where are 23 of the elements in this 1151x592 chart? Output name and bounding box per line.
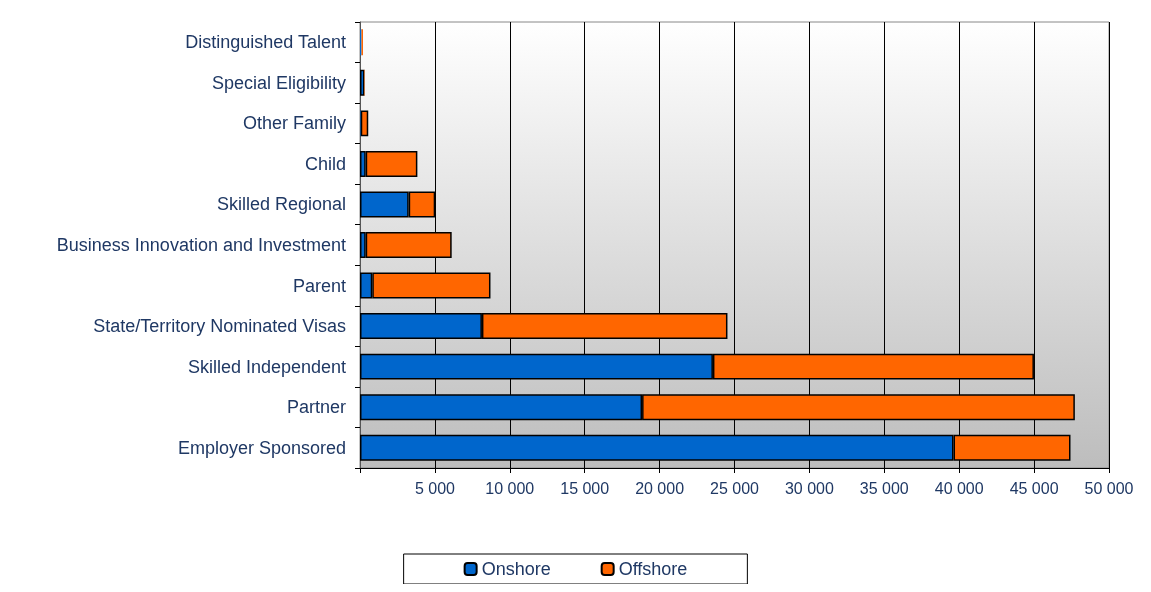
y-tick-label: Employer Sponsored bbox=[177, 437, 346, 458]
y-tick-label: Other Family bbox=[242, 113, 346, 134]
x-tick-label: 20 000 bbox=[635, 479, 685, 497]
y-tick-label: Parent bbox=[292, 275, 346, 296]
x-tick-label: 5 000 bbox=[414, 479, 456, 497]
legend-label: Onshore bbox=[481, 559, 551, 579]
x-tick-label: 15 000 bbox=[560, 479, 610, 497]
y-tick-label: Skilled Regional bbox=[216, 194, 346, 215]
x-tick-label: 30 000 bbox=[784, 479, 834, 497]
x-tick-label: 45 000 bbox=[1009, 479, 1059, 497]
x-tick-label: 40 000 bbox=[934, 479, 984, 497]
y-tick-label: Business Innovation and Investment bbox=[56, 235, 346, 255]
legend-label: Offshore bbox=[618, 559, 688, 579]
x-tick-label: 35 000 bbox=[859, 479, 909, 497]
y-tick-label: Distinguished Talent bbox=[185, 32, 346, 53]
x-tick-label: 50 000 bbox=[1084, 479, 1134, 497]
x-tick-label: 10 000 bbox=[485, 479, 535, 497]
y-tick-label: Partner bbox=[286, 397, 346, 418]
y-tick-label: Child bbox=[304, 153, 346, 174]
y-tick-label: Special Eligibility bbox=[211, 72, 346, 93]
y-tick-label: State/Territory Nominated Visas bbox=[93, 316, 346, 337]
x-tick-label: 25 000 bbox=[710, 479, 760, 497]
y-tick-label: Skilled Independent bbox=[187, 356, 346, 377]
